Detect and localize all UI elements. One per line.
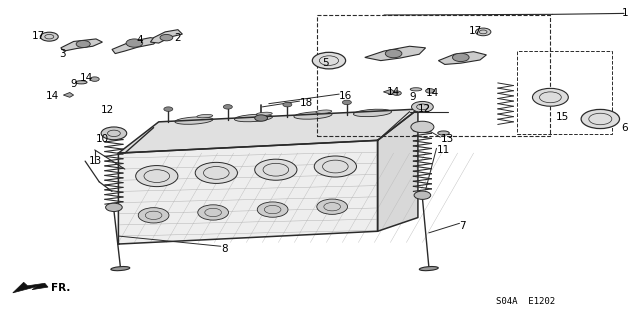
- Circle shape: [385, 49, 402, 58]
- Text: 8: 8: [221, 244, 227, 255]
- Ellipse shape: [438, 131, 449, 135]
- Ellipse shape: [111, 267, 130, 271]
- Circle shape: [414, 191, 431, 199]
- Text: 6: 6: [621, 123, 627, 133]
- Circle shape: [198, 205, 228, 220]
- Text: 2: 2: [174, 33, 180, 43]
- Circle shape: [581, 109, 620, 129]
- Circle shape: [76, 41, 90, 48]
- Circle shape: [314, 156, 356, 177]
- Circle shape: [532, 88, 568, 106]
- Circle shape: [126, 39, 143, 47]
- Ellipse shape: [419, 267, 438, 271]
- Polygon shape: [13, 282, 48, 293]
- Text: 7: 7: [460, 221, 466, 231]
- Text: 13: 13: [89, 156, 102, 166]
- Circle shape: [101, 127, 127, 140]
- Circle shape: [90, 77, 99, 81]
- Circle shape: [164, 107, 173, 111]
- Ellipse shape: [316, 110, 332, 113]
- Text: 5: 5: [323, 58, 329, 68]
- Polygon shape: [150, 30, 182, 43]
- Circle shape: [138, 208, 169, 223]
- Ellipse shape: [234, 114, 273, 122]
- Circle shape: [312, 52, 346, 69]
- Ellipse shape: [410, 88, 422, 91]
- Polygon shape: [112, 38, 159, 54]
- Circle shape: [40, 32, 58, 41]
- Circle shape: [392, 91, 401, 95]
- Polygon shape: [118, 109, 418, 153]
- Ellipse shape: [76, 81, 87, 84]
- Circle shape: [317, 199, 348, 214]
- Text: 12: 12: [418, 104, 431, 114]
- Circle shape: [223, 105, 232, 109]
- Circle shape: [255, 159, 297, 180]
- Circle shape: [106, 203, 122, 211]
- Circle shape: [426, 89, 435, 93]
- Text: 14: 14: [387, 87, 401, 97]
- Polygon shape: [61, 39, 102, 51]
- Text: 14: 14: [46, 91, 60, 101]
- Circle shape: [452, 53, 469, 62]
- Bar: [517, 51, 612, 134]
- Ellipse shape: [294, 112, 332, 119]
- Text: 18: 18: [300, 98, 313, 108]
- Circle shape: [136, 166, 178, 187]
- Ellipse shape: [257, 112, 272, 115]
- Text: 9: 9: [410, 92, 416, 102]
- Polygon shape: [365, 46, 426, 61]
- Text: 11: 11: [436, 145, 450, 155]
- Circle shape: [257, 202, 288, 217]
- Text: 9: 9: [70, 79, 77, 89]
- Polygon shape: [438, 52, 486, 64]
- Ellipse shape: [353, 109, 392, 117]
- Text: 17: 17: [31, 31, 45, 41]
- Text: 14: 14: [79, 72, 93, 83]
- Circle shape: [160, 34, 173, 41]
- Ellipse shape: [197, 115, 212, 118]
- Polygon shape: [378, 109, 418, 231]
- Circle shape: [342, 100, 351, 105]
- Circle shape: [412, 101, 433, 112]
- Text: 17: 17: [468, 26, 482, 36]
- Text: 16: 16: [339, 91, 353, 101]
- Circle shape: [255, 115, 268, 121]
- Polygon shape: [383, 89, 395, 94]
- Bar: [317, 15, 550, 136]
- Ellipse shape: [175, 117, 213, 124]
- Circle shape: [476, 28, 491, 36]
- Circle shape: [195, 162, 237, 183]
- Text: 10: 10: [96, 134, 109, 144]
- Text: 12: 12: [101, 105, 115, 115]
- Text: FR.: FR.: [51, 283, 70, 293]
- Circle shape: [283, 102, 292, 107]
- Text: 13: 13: [440, 134, 454, 144]
- Text: S04A  E1202: S04A E1202: [496, 297, 555, 306]
- Polygon shape: [63, 93, 74, 97]
- Text: 14: 14: [426, 87, 439, 98]
- Text: 3: 3: [60, 48, 66, 59]
- Circle shape: [411, 121, 434, 133]
- Text: 15: 15: [556, 112, 569, 122]
- Polygon shape: [118, 140, 378, 244]
- Text: 1: 1: [622, 8, 628, 18]
- Text: 4: 4: [136, 35, 143, 45]
